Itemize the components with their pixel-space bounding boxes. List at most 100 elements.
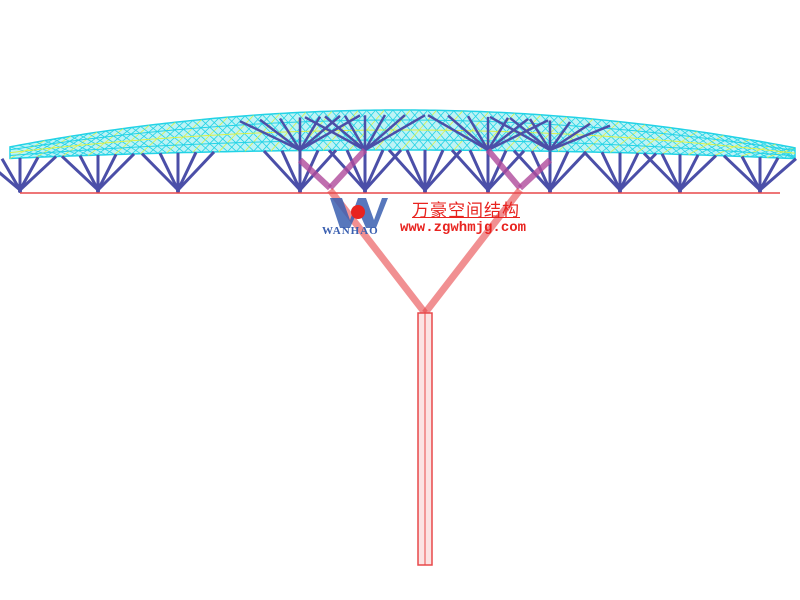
roof-mesh-line	[618, 125, 655, 153]
roof-mesh-line	[140, 121, 176, 155]
strut-node	[298, 189, 302, 193]
strut	[423, 149, 445, 191]
roof-mesh-line	[218, 117, 255, 152]
strut	[486, 149, 508, 191]
strut-node	[363, 189, 367, 193]
strut	[363, 149, 385, 191]
roof-mesh-line	[610, 120, 646, 154]
roof-mesh-line	[88, 133, 124, 155]
strut	[387, 149, 427, 192]
roof-mesh-line	[697, 136, 733, 156]
roof-mesh-line	[131, 127, 168, 154]
strut	[158, 152, 180, 191]
strut	[96, 153, 118, 191]
roof-mesh-line	[88, 128, 124, 156]
canopy-branch	[509, 116, 551, 151]
roof-mesh-line	[105, 125, 141, 156]
strut	[423, 149, 463, 192]
strut	[722, 154, 762, 192]
canopy-branch	[304, 116, 366, 152]
roof-mesh-line	[662, 131, 698, 155]
canopy-branch	[299, 114, 341, 151]
roof-mesh-line	[627, 126, 663, 154]
canopy-branch	[549, 124, 611, 152]
canopy-branch	[239, 120, 301, 152]
strut	[600, 151, 622, 191]
strut-node	[176, 189, 180, 193]
roof-mesh-line	[201, 116, 237, 153]
roof-mesh-line	[175, 121, 211, 153]
roof-mesh-line	[53, 138, 89, 156]
y-arm-right	[422, 187, 523, 316]
canopy-branch	[549, 122, 591, 152]
roof-mesh-line	[148, 120, 185, 154]
canopy-branch	[299, 114, 361, 152]
roof-mesh-line	[627, 122, 663, 155]
roof-mesh-line	[192, 120, 228, 152]
roof-chord	[9, 139, 796, 157]
canopy-branch	[528, 118, 552, 151]
roof-mesh-line	[775, 147, 796, 159]
strut-node	[486, 189, 490, 193]
roof-mesh-line	[175, 118, 211, 154]
roof-mesh-line	[670, 127, 707, 156]
roof-chord	[9, 119, 796, 152]
roof-mesh-line	[122, 128, 159, 154]
strut	[345, 149, 367, 191]
roof-mesh-line	[114, 124, 150, 155]
strut	[582, 150, 622, 192]
canopy-branch	[324, 115, 366, 151]
roof-mesh-line	[96, 131, 133, 155]
roof-mesh-line	[79, 134, 115, 155]
roof-mesh-line	[192, 116, 228, 153]
roof-mesh-line	[601, 123, 637, 153]
strut	[660, 153, 682, 191]
strut	[468, 149, 490, 191]
strut	[759, 157, 797, 192]
roof-mesh-line	[105, 130, 141, 155]
roof-mesh-line	[122, 123, 159, 155]
canopy-branch	[364, 114, 406, 151]
canopy-branch	[278, 117, 302, 151]
strut	[78, 154, 100, 191]
roof-mesh-line	[79, 129, 115, 157]
strut	[96, 152, 136, 192]
roof-mesh-line	[688, 129, 724, 157]
roof-mesh-line	[731, 142, 768, 157]
roof-mesh-line	[549, 115, 585, 153]
roof-mesh-line	[714, 139, 750, 156]
roof-mesh-line	[114, 129, 150, 154]
strut	[450, 149, 490, 192]
strut	[60, 155, 100, 192]
branch	[517, 157, 553, 191]
strut	[140, 152, 180, 192]
roof-mesh-line	[183, 117, 220, 153]
roof-mesh-line	[653, 125, 690, 155]
strut-node	[423, 189, 427, 193]
roof-mesh-line	[636, 123, 672, 155]
branch	[485, 148, 523, 190]
canopy-branch	[466, 115, 490, 151]
roof-mesh-line	[96, 127, 133, 156]
canopy-branch	[487, 117, 529, 151]
strut	[18, 155, 58, 192]
canopy-branch	[363, 114, 387, 151]
logo-website: www.zgwhmjg.com	[400, 220, 527, 236]
roof-mesh-line	[740, 137, 776, 159]
roof-mesh-line	[714, 133, 750, 158]
canopy-branch	[343, 115, 367, 151]
roof-mesh-line	[592, 118, 629, 154]
canopy-branch	[489, 115, 551, 152]
roof-mesh-line	[653, 129, 690, 154]
strut	[262, 150, 302, 192]
canopy-branch	[548, 121, 572, 151]
roof-mesh-line	[740, 143, 776, 157]
roof-mesh-line	[35, 135, 72, 158]
roof-mesh-line	[44, 140, 80, 157]
strut-node	[618, 189, 622, 193]
roof-mesh-line	[35, 141, 72, 157]
logo-mark	[330, 198, 388, 228]
roof-mesh-line	[44, 134, 81, 158]
strut	[280, 150, 302, 191]
